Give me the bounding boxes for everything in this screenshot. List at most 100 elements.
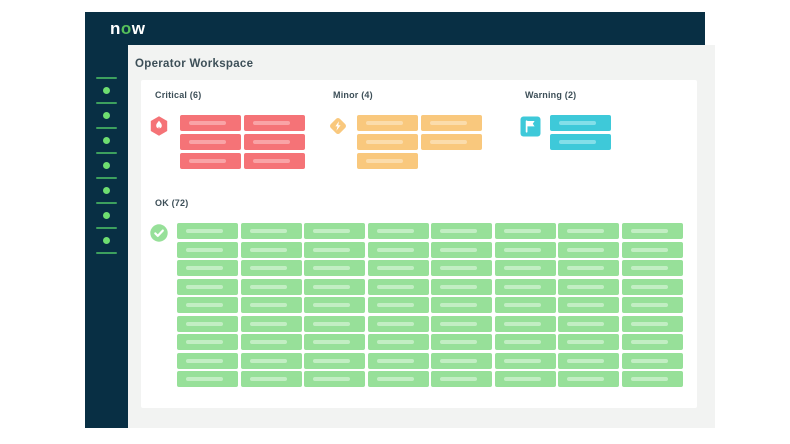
ok-alert-tile[interactable] [177, 352, 238, 369]
ok-alert-tile[interactable] [431, 260, 492, 276]
minor-alert-tile[interactable] [421, 115, 482, 131]
ok-alert-tile[interactable] [494, 260, 556, 276]
ok-alert-tile[interactable] [431, 315, 492, 332]
ok-alert-tile[interactable] [558, 371, 619, 387]
ok-alert-tile[interactable] [621, 334, 683, 350]
ok-alert-tile[interactable] [304, 241, 365, 258]
tile-text-placeholder [313, 284, 350, 289]
ok-alert-tile[interactable] [177, 278, 238, 295]
ok-alert-tile[interactable] [177, 260, 238, 276]
ok-alert-tile[interactable] [494, 352, 556, 369]
ok-alert-tile[interactable] [558, 315, 619, 332]
ok-alert-tile[interactable] [304, 352, 365, 369]
ok-alert-tile[interactable] [431, 352, 492, 369]
ok-alert-tile[interactable] [367, 297, 429, 313]
critical-alert-tile[interactable] [180, 134, 241, 150]
ok-alert-tile[interactable] [621, 241, 683, 258]
ok-alert-tile[interactable] [367, 260, 429, 276]
ok-alert-tile[interactable] [304, 371, 365, 387]
ok-alert-tile[interactable] [304, 260, 365, 276]
ok-alert-tile[interactable] [494, 315, 556, 332]
ok-alert-tile[interactable] [431, 278, 492, 295]
ok-alert-tile[interactable] [304, 297, 365, 313]
ok-alert-tile[interactable] [621, 260, 683, 276]
ok-alert-tile[interactable] [177, 315, 238, 332]
critical-alert-tile[interactable] [244, 115, 305, 131]
tile-text-placeholder [313, 247, 350, 252]
critical-alert-tile[interactable] [244, 153, 305, 169]
ok-alert-tile[interactable] [431, 241, 492, 258]
ok-alert-tile[interactable] [367, 315, 429, 332]
critical-alert-tile[interactable] [244, 134, 305, 150]
ok-alert-tile[interactable] [494, 371, 556, 387]
ok-alert-tile[interactable] [431, 297, 492, 313]
ok-alert-tile[interactable] [621, 223, 683, 239]
ok-alert-tile[interactable] [494, 278, 556, 295]
ok-alert-tile[interactable] [240, 334, 302, 350]
ok-alert-tile[interactable] [367, 278, 429, 295]
warning-alert-tile[interactable] [550, 134, 611, 150]
ok-alert-tile[interactable] [240, 352, 302, 369]
ok-alert-tile[interactable] [240, 297, 302, 313]
tile-text-placeholder [567, 358, 604, 363]
ok-alert-tile[interactable] [494, 334, 556, 350]
warning-alert-tile[interactable] [550, 115, 611, 131]
ok-alert-tile[interactable] [621, 297, 683, 313]
ok-alert-tile[interactable] [177, 297, 238, 313]
ok-alert-tile[interactable] [621, 371, 683, 387]
ok-alert-tile[interactable] [304, 315, 365, 332]
ok-alert-tile[interactable] [621, 352, 683, 369]
sidebar-nav-dot[interactable] [103, 112, 110, 119]
ok-alert-tile[interactable] [240, 315, 302, 332]
critical-alert-tile[interactable] [180, 153, 241, 169]
ok-alert-tile[interactable] [431, 371, 492, 387]
sidebar-divider-line [96, 227, 117, 229]
ok-alert-tile[interactable] [367, 241, 429, 258]
sidebar-nav-dot[interactable] [103, 137, 110, 144]
sidebar-nav-dot[interactable] [103, 162, 110, 169]
ok-alert-tile[interactable] [494, 297, 556, 313]
sidebar-nav-dot[interactable] [103, 212, 110, 219]
ok-alert-tile[interactable] [240, 241, 302, 258]
ok-alert-tile[interactable] [558, 334, 619, 350]
tile-text-placeholder [567, 247, 604, 252]
ok-alert-tile[interactable] [558, 352, 619, 369]
ok-alert-tile[interactable] [240, 278, 302, 295]
ok-alert-tile[interactable] [240, 260, 302, 276]
ok-alert-tile[interactable] [431, 334, 492, 350]
sidebar-divider-line [96, 102, 117, 104]
ok-alert-tile[interactable] [621, 315, 683, 332]
ok-alert-tile[interactable] [240, 371, 302, 387]
tile-text-placeholder [376, 377, 414, 381]
minor-alert-tile[interactable] [357, 153, 418, 169]
ok-alert-tile[interactable] [431, 223, 492, 239]
ok-alert-tile[interactable] [621, 278, 683, 295]
ok-alert-tile[interactable] [558, 278, 619, 295]
ok-alert-tile[interactable] [304, 334, 365, 350]
ok-alert-tile[interactable] [558, 241, 619, 258]
critical-alert-tile[interactable] [180, 115, 241, 131]
ok-alert-tile[interactable] [367, 334, 429, 350]
ok-alert-tile[interactable] [558, 297, 619, 313]
ok-alert-tile[interactable] [177, 371, 238, 387]
ok-alert-tile[interactable] [304, 278, 365, 295]
ok-alert-tile[interactable] [494, 223, 556, 239]
minor-alert-tile[interactable] [357, 115, 418, 131]
ok-alert-tile[interactable] [304, 223, 365, 239]
tile-text-placeholder [559, 140, 596, 144]
ok-alert-tile[interactable] [177, 241, 238, 258]
ok-alert-tile[interactable] [494, 241, 556, 258]
sidebar-nav-dot[interactable] [103, 237, 110, 244]
ok-alert-tile[interactable] [367, 223, 429, 239]
minor-alert-tile[interactable] [357, 134, 418, 150]
ok-alert-tile[interactable] [558, 260, 619, 276]
sidebar-nav-dot[interactable] [103, 187, 110, 194]
sidebar-nav-dot[interactable] [103, 87, 110, 94]
ok-alert-tile[interactable] [177, 334, 238, 350]
minor-alert-tile[interactable] [421, 134, 482, 150]
ok-alert-tile[interactable] [367, 352, 429, 369]
ok-alert-tile[interactable] [177, 223, 238, 239]
ok-alert-tile[interactable] [558, 223, 619, 239]
ok-alert-tile[interactable] [367, 371, 429, 387]
ok-alert-tile[interactable] [240, 223, 302, 239]
